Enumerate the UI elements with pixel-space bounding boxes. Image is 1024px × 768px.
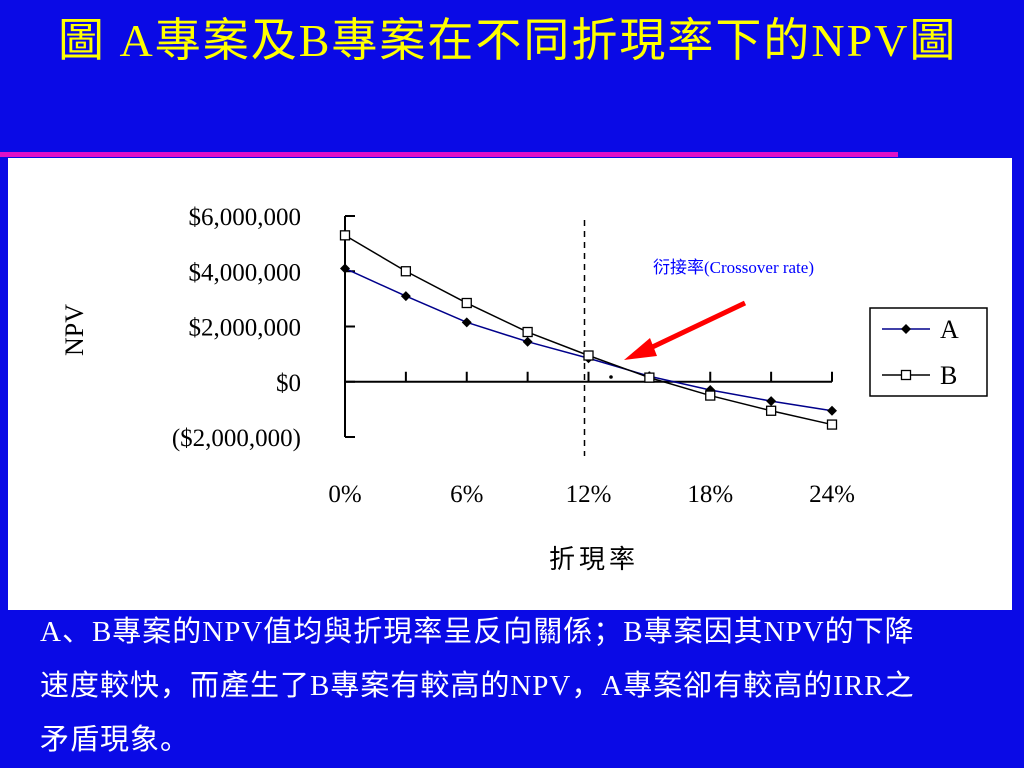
series-A-line xyxy=(344,267,833,412)
crossover-dot xyxy=(609,375,613,379)
series-A-point xyxy=(766,396,777,407)
y-tick-label: $2,000,000 xyxy=(189,315,302,342)
y-tick-label: ($2,000,000) xyxy=(172,425,301,452)
x-tick-label: 24% xyxy=(809,481,855,508)
legend-A-label: A xyxy=(940,315,959,344)
x-axis-title: 折現率 xyxy=(549,545,639,575)
crossover-arrow-head xyxy=(624,338,657,360)
series-B-point xyxy=(826,419,838,430)
x-tick-label: 0% xyxy=(328,481,361,508)
x-tick-label: 12% xyxy=(566,481,612,508)
y-tick-label: $6,000,000 xyxy=(189,204,302,231)
crossover-annotation: 衍接率(Crossover rate) xyxy=(653,258,814,277)
chart-panel: $6,000,000 $4,000,000 $2,000,000 $0 ($2,000,… xyxy=(8,158,1012,610)
series-A-point xyxy=(400,291,411,302)
series-B-point xyxy=(461,297,472,309)
legend-box xyxy=(869,307,988,397)
series-B-point xyxy=(339,230,351,241)
series-A-point xyxy=(522,336,533,347)
series-B-point xyxy=(705,390,716,401)
series-A-point xyxy=(340,263,350,274)
x-tick-label: 18% xyxy=(687,481,733,508)
series-A-point xyxy=(461,317,472,328)
x-tick-label: 6% xyxy=(450,481,483,508)
slide-title: 圖 A專案及B專案在不同折現率下的NPV圖 xyxy=(58,15,958,66)
series-B-point xyxy=(644,372,655,383)
series-A-point xyxy=(827,405,837,416)
crossover-arrow-shaft xyxy=(642,300,747,354)
title-divider xyxy=(0,152,898,157)
y-axis-title: NPV xyxy=(60,304,89,356)
series-B-point xyxy=(765,405,777,416)
y-tick-label: $4,000,000 xyxy=(189,259,302,286)
series-B-point xyxy=(522,326,533,338)
series-B-point xyxy=(400,266,412,277)
series-B-point xyxy=(583,350,594,361)
y-tick-label: $0 xyxy=(276,370,301,397)
slide-caption: A、B專案的NPV值均與折現率呈反向關係；B專案因其NPV的下降速度較快，而產生… xyxy=(40,616,915,756)
npv-chart: $6,000,000 $4,000,000 $2,000,000 $0 ($2,000,… xyxy=(60,204,988,575)
legend-B-label: B xyxy=(940,361,957,390)
legend-B-marker xyxy=(900,369,912,381)
legend-A-marker xyxy=(901,324,911,334)
